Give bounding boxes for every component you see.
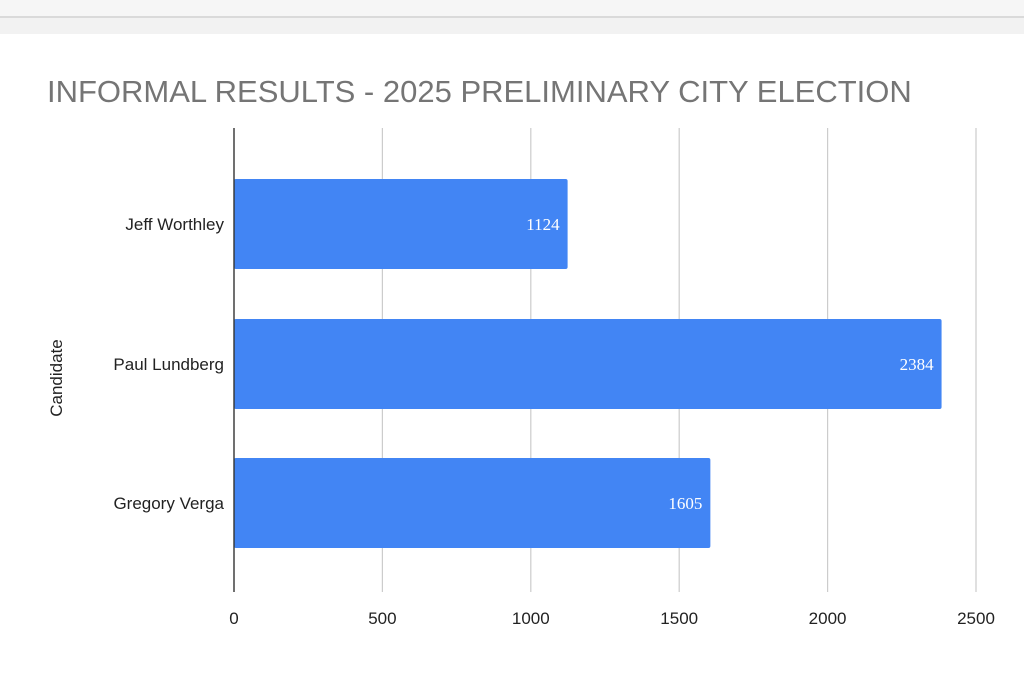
category-label: Jeff Worthley: [125, 215, 224, 234]
x-tick-label: 1500: [660, 609, 698, 628]
x-tick-label: 500: [368, 609, 396, 628]
top-strip: [0, 0, 1024, 18]
bars: 1124 2384 1605: [234, 179, 942, 548]
top-gap: [0, 18, 1024, 34]
data-label: 1605: [668, 494, 702, 513]
data-label: 2384: [900, 355, 935, 374]
bar: [234, 179, 568, 269]
chart-title: INFORMAL RESULTS - 2025 PRELIMINARY CITY…: [47, 74, 912, 109]
category-labels: Jeff Worthley Paul Lundberg Gregory Verga: [113, 215, 224, 513]
data-label: 1124: [526, 215, 560, 234]
bar: [234, 458, 711, 548]
category-label: Gregory Verga: [113, 494, 224, 513]
x-tick-label: 1000: [512, 609, 550, 628]
x-tick-label: 2000: [809, 609, 847, 628]
x-tick-label: 0: [229, 609, 238, 628]
y-axis-title: Candidate: [47, 339, 66, 417]
x-tick-label: 2500: [957, 609, 995, 628]
x-tick-labels: 0 500 1000 1500 2000 2500: [229, 609, 995, 628]
category-label: Paul Lundberg: [113, 355, 224, 374]
bar: [234, 319, 942, 409]
